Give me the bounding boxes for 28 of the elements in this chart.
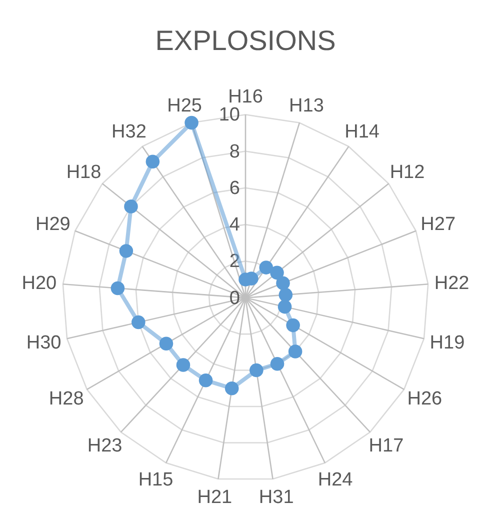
spoke-label: H19 (430, 332, 465, 354)
spoke-label: H26 (407, 388, 442, 410)
spoke-label: H13 (289, 95, 324, 116)
spoke-label: H16 (228, 86, 263, 108)
y-tick-label: 10 (218, 104, 240, 126)
spoke-label: H25 (167, 95, 202, 116)
spoke-label: H12 (390, 162, 425, 184)
spoke-label: H21 (197, 487, 232, 506)
spoke-label: H31 (258, 487, 294, 506)
spoke-label: H23 (87, 436, 122, 457)
chart-title: EXPLOSIONS (155, 25, 336, 56)
spoke-label: H32 (112, 121, 146, 142)
spoke-label: H24 (318, 469, 354, 490)
y-tick-label: 2 (229, 251, 240, 272)
spoke-label: H20 (22, 272, 57, 294)
spoke-label: H22 (434, 272, 470, 294)
y-tick-label: 8 (229, 141, 240, 162)
spoke-label: H27 (420, 214, 456, 236)
spoke-label: H30 (26, 332, 62, 354)
y-tick-label: 4 (229, 214, 240, 236)
y-tick-label: 6 (229, 178, 240, 199)
spoke-label: H18 (66, 162, 102, 184)
spoke-label: H15 (138, 469, 174, 490)
spoke-label: H17 (368, 436, 404, 457)
spoke-label: H14 (344, 121, 380, 142)
spoke-label: H29 (35, 214, 70, 236)
y-tick-label: 0 (229, 288, 240, 309)
spoke-label: H28 (48, 388, 84, 410)
